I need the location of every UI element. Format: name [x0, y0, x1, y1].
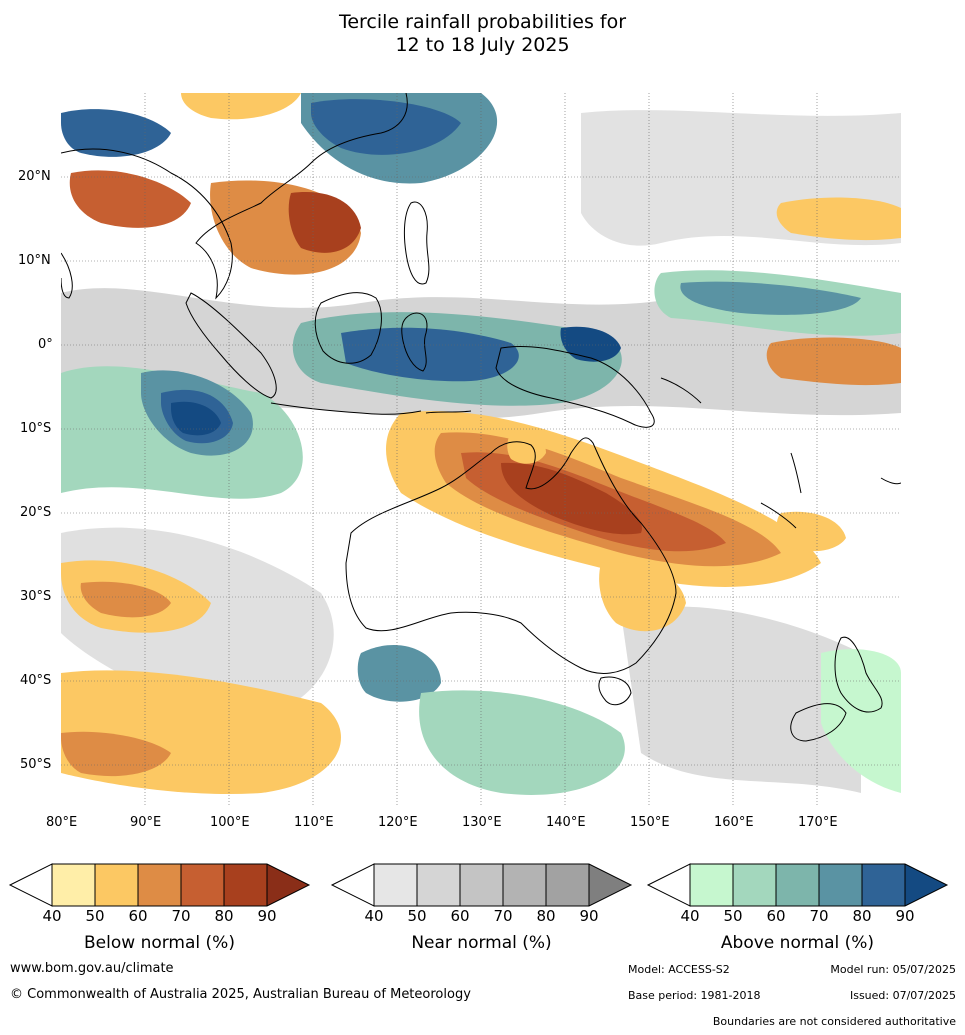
- colorbars-svg: [8, 863, 949, 907]
- near-tick-40: 40: [364, 907, 384, 925]
- above-tick-90: 90: [895, 907, 915, 925]
- colorbar-near-swatch-1: [417, 864, 460, 906]
- title-line-2: 12 to 18 July 2025: [395, 34, 570, 56]
- probability-fields: [61, 93, 901, 795]
- colorbar-below-swatch-0: [52, 864, 95, 906]
- sumatra-outline: [185, 292, 277, 399]
- colorbar-above-label: Above normal (%): [720, 933, 875, 953]
- java-outline: [270, 402, 422, 415]
- above-tick-40: 40: [680, 907, 700, 925]
- gridlines: [61, 93, 901, 807]
- lon-label-160e: 160°E: [714, 815, 754, 830]
- borneo-outline: [314, 292, 382, 364]
- lat-label-40s: 40°S: [20, 673, 52, 688]
- model-text: Model: ACCESS-S2: [628, 963, 730, 976]
- fiji-outline: [880, 477, 901, 485]
- india-outline: [61, 252, 73, 299]
- lat-label-10s: 10°S: [20, 421, 52, 436]
- colorbar-near-min-arrow: [330, 863, 375, 907]
- lat-label-0: 0°: [38, 337, 53, 352]
- above-tick-70: 70: [809, 907, 829, 925]
- colorbar-below-swatch-1: [95, 864, 138, 906]
- colorbar-below-swatch-3: [181, 864, 224, 906]
- above-tick-50: 50: [723, 907, 743, 925]
- australia-outline: [345, 437, 677, 674]
- lat-label-10n: 10°N: [18, 253, 51, 268]
- solomon-islands-outline: [660, 377, 702, 404]
- new-zealand-outline: [834, 636, 883, 713]
- near-tick-90: 90: [579, 907, 599, 925]
- new-caledonia-outline: [760, 502, 797, 529]
- sulawesi-outline: [401, 312, 428, 372]
- below-tick-70: 70: [171, 907, 191, 925]
- base-period-text: Base period: 1981-2018: [628, 989, 761, 1002]
- new-zealand-south-outline: [790, 703, 847, 742]
- colorbar-above-swatch-4: [862, 864, 905, 906]
- lat-label-50s: 50°S: [20, 757, 52, 772]
- lon-label-130e: 130°E: [462, 815, 502, 830]
- colorbar-near: [330, 863, 633, 907]
- colorbar-above-max-arrow: [905, 864, 947, 906]
- colorbar-near-swatch-2: [460, 864, 503, 906]
- colorbar-above-swatch-2: [776, 864, 819, 906]
- above-tick-80: 80: [852, 907, 872, 925]
- disclaimer-text: Boundaries are not considered authoritat…: [712, 1015, 956, 1028]
- colorbar-above-swatch-3: [819, 864, 862, 906]
- colorbar-below-label: Below normal (%): [84, 933, 235, 953]
- copyright-text: © Commonwealth of Australia 2025, Austra…: [10, 987, 471, 1002]
- lon-label-170e: 170°E: [798, 815, 838, 830]
- below-tick-80: 80: [214, 907, 234, 925]
- colorbar-below-max-arrow: [267, 864, 309, 906]
- lesser-sunda-outline: [425, 410, 472, 414]
- philippines-outline: [403, 201, 430, 285]
- near-tick-80: 80: [536, 907, 556, 925]
- colorbar-near-swatch-4: [546, 864, 589, 906]
- colorbar-near-max-arrow: [589, 864, 631, 906]
- colorbar-above-swatch-1: [733, 864, 776, 906]
- lon-label-120e: 120°E: [378, 815, 418, 830]
- colorbar-below: [8, 863, 311, 907]
- title-line-1: Tercile rainfall probabilities for: [338, 11, 627, 33]
- map-svg: [61, 93, 901, 807]
- colorbar-above-swatch-0: [690, 864, 733, 906]
- below-tick-50: 50: [85, 907, 105, 925]
- below-tick-60: 60: [128, 907, 148, 925]
- lon-label-80e: 80°E: [46, 815, 78, 830]
- below-tick-40: 40: [42, 907, 62, 925]
- below-tick-90: 90: [257, 907, 277, 925]
- lon-label-90e: 90°E: [130, 815, 162, 830]
- colorbar-near-swatch-3: [503, 864, 546, 906]
- issued-text: Issued: 07/07/2025: [849, 989, 956, 1002]
- lon-label-110e: 110°E: [294, 815, 334, 830]
- lon-label-150e: 150°E: [630, 815, 670, 830]
- lat-label-20s: 20°S: [20, 505, 52, 520]
- map-title: Tercile rainfall probabilities for 12 to…: [0, 11, 965, 57]
- near-tick-70: 70: [493, 907, 513, 925]
- colorbar-below-swatch-2: [138, 864, 181, 906]
- colorbar-near-label: Near normal (%): [411, 933, 552, 953]
- colorbar-above-min-arrow: [646, 863, 691, 907]
- probability-map: [61, 93, 901, 807]
- vanuatu-outline: [790, 452, 802, 494]
- lon-label-140e: 140°E: [546, 815, 586, 830]
- lat-label-30s: 30°S: [20, 589, 52, 604]
- colorbar-above: [646, 863, 949, 907]
- colorbar-below-swatch-4: [224, 864, 267, 906]
- lat-label-20n: 20°N: [18, 169, 51, 184]
- above-tick-60: 60: [766, 907, 786, 925]
- colorbar-below-min-arrow: [8, 863, 53, 907]
- website-link[interactable]: www.bom.gov.au/climate: [10, 961, 174, 976]
- new-guinea-outline: [495, 345, 655, 428]
- colorbar-near-swatch-0: [374, 864, 417, 906]
- tasmania-outline: [598, 676, 632, 706]
- near-tick-50: 50: [407, 907, 427, 925]
- near-tick-60: 60: [450, 907, 470, 925]
- model-run-text: Model run: 05/07/2025: [830, 963, 956, 976]
- lon-label-100e: 100°E: [210, 815, 250, 830]
